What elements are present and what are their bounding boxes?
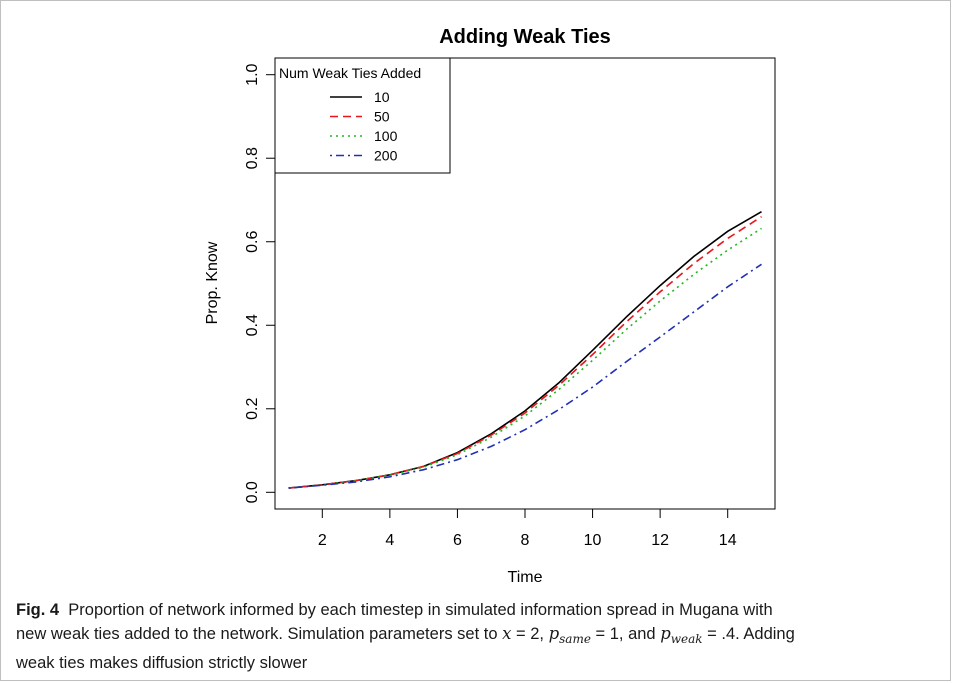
x-tick-label: 14 [719,532,737,549]
x-tick-label: 6 [453,532,462,549]
x-tick-label: 12 [651,532,669,549]
y-tick-label: 0.2 [244,398,261,420]
caption-p-same-var: p [548,624,560,643]
x-axis-label: Time [508,569,543,586]
legend-label-100: 100 [374,128,398,144]
y-tick-label: 0.0 [244,481,261,503]
y-tick-label: 0.8 [244,147,261,169]
caption-line-2: new weak ties added to the network. Simu… [16,625,503,643]
caption-x-var: x [502,624,512,643]
x-axis: 2 4 6 8 10 12 14 [318,508,737,549]
x-tick-label: 8 [521,532,530,549]
series-lines [288,211,762,489]
legend-label-50: 50 [374,109,390,125]
caption-x-value: = 2, [511,625,549,643]
legend-box [274,57,451,174]
caption-p-weak-var: p [660,624,671,643]
x-tick-label: 2 [318,532,327,549]
caption-p-weak-sub: weak [670,632,703,646]
figure-caption: Fig. 4 Proportion of network informed by… [16,598,941,675]
series-line-10 [288,211,762,489]
chart-title: Adding Weak Ties [439,26,611,48]
legend-title: Num Weak Ties Added [279,65,421,81]
caption-line-3: weak ties makes diffusion strictly slowe… [16,654,308,672]
y-tick-label: 0.4 [244,314,261,336]
x-tick-label: 10 [584,532,602,549]
caption-label: Fig. 4 [16,601,60,619]
caption-p-same-sub: same [559,632,591,646]
y-tick-label: 1.0 [244,63,261,85]
legend: Num Weak Ties Added 10 50 100 200 [274,57,451,174]
y-tick-label: 0.6 [244,231,261,253]
legend-label-10: 10 [374,89,390,105]
y-axis: 0.0 0.2 0.4 0.6 0.8 1.0 [244,63,276,503]
caption-line-1: Proportion of network informed by each t… [68,601,773,619]
x-tick-label: 4 [385,532,394,549]
series-line-100 [288,227,762,489]
legend-entries: 10 50 100 200 [330,89,398,164]
line-chart: Adding Weak Ties 2 4 6 8 10 12 14 0.0 0.2 0.4 0.6… [204,26,776,586]
series-line-50 [288,216,762,489]
caption-p-same-value: = 1, and [590,625,661,643]
caption-p-weak-value: = .4. Adding [702,625,795,643]
legend-label-200: 200 [374,148,398,164]
y-axis-label: Prop. Know [204,241,221,324]
series-line-200 [288,263,762,489]
